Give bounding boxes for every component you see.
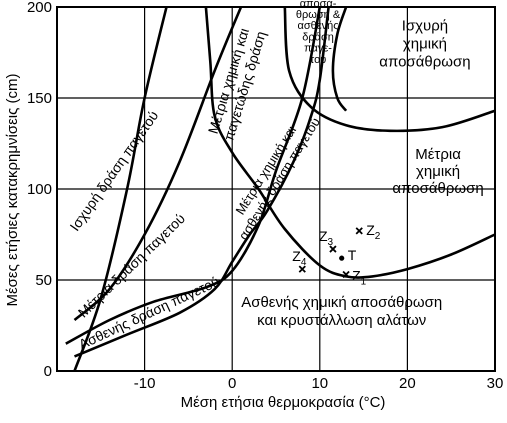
region-label-line: τού (310, 54, 326, 66)
point-label-T: T (348, 247, 357, 263)
point-label-Z1: Z1 (352, 268, 367, 288)
x-axis-title: Μέση ετήσια θερμοκρασία (°C) (181, 394, 386, 411)
x-tick-label: 0 (228, 375, 236, 392)
region-strong_frost: Ισχυρή δράση παγετού (66, 108, 161, 234)
plot-frame (56, 6, 496, 372)
region-label-line: Ασθενής δράση παγετού (76, 273, 222, 352)
boundary-b_frost_vs_chem (74, 6, 330, 358)
region-label-line: παγε- (304, 43, 332, 55)
region-label-line: Ισχυρή (402, 18, 448, 35)
region-label-line: χημική (403, 36, 447, 53)
y-axis-title: Μέσες ετήσιες κατακρημνίσεις (cm) (4, 73, 21, 306)
point-label-Z2: Z2 (366, 222, 381, 242)
boundary-b_strong_chem_inner (331, 6, 348, 112)
region-label-line: Ισχυρή δράση παγετού (66, 108, 161, 234)
y-tick-label: 100 (27, 181, 52, 198)
point-label-Z4: Z4 (292, 248, 307, 268)
data-points: Z1 Z2 Z3 Z4 T (292, 222, 381, 288)
boundary-b_weak_frost (65, 6, 322, 345)
region-label-line: θρωση & (296, 9, 341, 21)
point-marker-Z3 (329, 245, 337, 253)
region-label-line: ασθενής (298, 20, 339, 32)
x-tick-label: -10 (134, 375, 156, 392)
x-tick-label: 30 (487, 375, 504, 392)
region-label-line: Ασθενής χημική αποσάθρωση (241, 294, 442, 311)
point-label-Z3: Z3 (319, 228, 334, 248)
region-label-line: αποσάθρωση (379, 54, 470, 71)
point-marker-Z1 (342, 270, 350, 279)
y-tick-label: 50 (35, 272, 52, 289)
boundary-curves (65, 6, 496, 372)
boundary-b_strong_chem_lobe (283, 6, 496, 133)
region-label-line: και κρυστάλλωση αλάτων (257, 312, 426, 329)
x-tick-label: 10 (311, 375, 328, 392)
point-marker-Z2 (355, 227, 363, 235)
y-tick-label: 0 (44, 363, 52, 380)
boundary-b_moderate_frost (73, 6, 243, 321)
boundary-b_strong_frost (73, 6, 168, 372)
point-marker-T (339, 255, 345, 261)
region-label-line: δράση (302, 31, 334, 43)
region-label-line: αποσάθρωση (392, 180, 483, 197)
tick-labels: -10 0 10 20 30 0 50 100 150 200 (27, 0, 503, 392)
y-tick-label: 200 (27, 0, 52, 16)
point-marker-Z4 (298, 265, 306, 273)
region-label-line: χημική (416, 163, 460, 180)
boundary-b_moderate_chem_lobe (204, 6, 496, 279)
y-tick-label: 150 (27, 90, 52, 107)
region-label-line: Μέτρια (415, 146, 461, 163)
region-weak_frost: Ασθενής δράση παγετού (76, 273, 222, 352)
region-label-line: αποσά- (300, 0, 337, 10)
x-tick-label: 20 (399, 375, 416, 392)
